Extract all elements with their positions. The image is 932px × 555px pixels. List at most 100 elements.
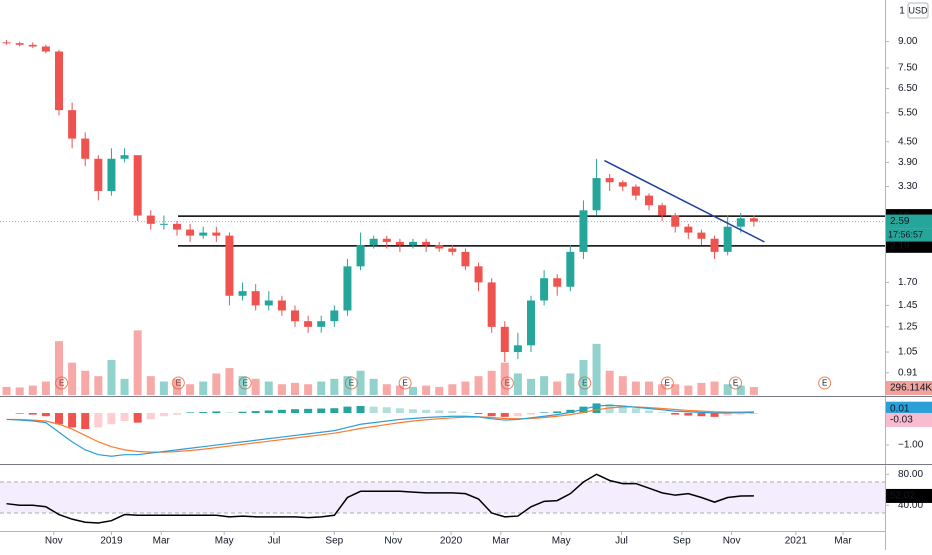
macd-histogram-bar xyxy=(592,403,601,414)
volume-bar xyxy=(238,376,247,395)
macd-histogram-bar xyxy=(395,408,404,414)
macd-histogram-bar xyxy=(304,408,313,414)
y-tick-label: 6.50 xyxy=(898,83,918,94)
candle-body xyxy=(395,241,404,246)
volume-bar xyxy=(356,370,365,395)
macd-line xyxy=(6,404,754,457)
macd-histogram-bar xyxy=(343,406,352,414)
candle-body xyxy=(291,310,299,322)
earnings-label: E xyxy=(665,379,670,388)
volume-bar xyxy=(225,368,234,395)
currency-box[interactable] xyxy=(907,2,929,19)
macd-histogram-bar xyxy=(422,409,431,414)
macd-histogram-bar xyxy=(291,409,299,414)
macd-histogram-bar xyxy=(238,411,247,414)
volume-bar xyxy=(94,376,103,395)
candle-body xyxy=(684,226,693,233)
volume-bar xyxy=(107,360,116,395)
price-tag: 2.59 xyxy=(890,216,910,227)
candle-body xyxy=(749,218,758,222)
macd-histogram-bar xyxy=(645,410,653,414)
macd-histogram-bar xyxy=(277,409,286,414)
macd-histogram-bar xyxy=(566,409,575,414)
macd-histogram-bar xyxy=(448,411,457,414)
macd-histogram-bar xyxy=(461,412,470,414)
macd-histogram-bar xyxy=(264,410,273,414)
y-tick-label: 1.05 xyxy=(898,347,918,358)
y-tick-label: 1.25 xyxy=(898,321,918,332)
macd-histogram-bar xyxy=(55,413,63,425)
candle-body xyxy=(264,300,273,306)
candle-body xyxy=(448,248,457,252)
y-tick-label: 3.30 xyxy=(898,181,918,192)
volume-bar xyxy=(382,384,391,395)
candle-body xyxy=(173,223,181,230)
macd-histogram-bar xyxy=(317,408,326,414)
volume-bar xyxy=(199,381,208,395)
x-tick-label: Nov xyxy=(723,536,741,547)
price-tag: 0.01 xyxy=(890,403,910,414)
candle-body xyxy=(723,226,732,252)
candle-body xyxy=(225,235,234,296)
macd-histogram-bar xyxy=(68,413,77,428)
y-tick-label: 1.70 xyxy=(898,277,918,288)
volume-bar xyxy=(605,370,614,395)
macd-histogram-bar xyxy=(723,413,732,416)
volume-bar xyxy=(330,378,339,395)
price-tag: 52.02 xyxy=(890,491,915,502)
candle-body xyxy=(68,110,77,139)
macd-histogram-bar xyxy=(120,413,129,422)
macd-histogram-bar xyxy=(225,412,234,414)
price-tag: 2.19 xyxy=(890,240,910,251)
macd-histogram-bar xyxy=(330,408,339,414)
candle-body xyxy=(356,245,365,267)
macd-histogram-bar xyxy=(369,406,378,414)
macd-histogram-bar xyxy=(107,413,116,425)
macd-histogram-bar xyxy=(553,411,562,414)
trendline xyxy=(604,159,765,243)
macd-histogram-bar xyxy=(251,411,260,414)
macd-histogram-bar xyxy=(146,413,155,420)
volume-bar xyxy=(671,384,680,395)
candle-body xyxy=(645,195,653,206)
macd-histogram-bar xyxy=(749,413,758,414)
volume-bar xyxy=(487,370,496,395)
volume-bar xyxy=(461,381,470,395)
macd-histogram-bar xyxy=(133,413,142,423)
candle-body xyxy=(513,345,522,353)
x-tick-label: 2021 xyxy=(785,536,808,547)
y-tick-label: −1.00 xyxy=(898,440,924,451)
volume-bar xyxy=(68,362,77,395)
macd-histogram-bar xyxy=(41,413,50,417)
x-tick-label: Sep xyxy=(325,536,343,547)
x-tick-label: Mar xyxy=(153,536,171,547)
y-tick-label: 1.45 xyxy=(898,300,918,311)
price-tag-box xyxy=(886,381,932,395)
candle-body xyxy=(330,310,339,322)
price-tag-box xyxy=(886,412,932,427)
x-tick-label: Jul xyxy=(615,536,628,547)
candle-body xyxy=(369,238,378,246)
volume-bar xyxy=(448,384,457,395)
volume-bar xyxy=(658,384,667,395)
candle-body xyxy=(186,229,195,236)
volume-bar xyxy=(540,376,549,395)
candle-body xyxy=(736,218,745,227)
currency[interactable]: USD xyxy=(908,5,928,15)
candle-body xyxy=(199,232,208,236)
volume-bar xyxy=(684,385,693,395)
volume-bar xyxy=(710,381,719,395)
volume-bar xyxy=(277,384,286,395)
candle-body xyxy=(553,278,562,287)
macd-histogram-bar xyxy=(618,405,627,414)
macd-histogram-bar xyxy=(631,408,640,414)
candle-body xyxy=(277,300,286,311)
candle-body xyxy=(41,46,50,52)
candle-body xyxy=(382,238,391,242)
candle-body xyxy=(107,158,116,192)
macd-histogram-bar xyxy=(94,413,103,428)
macd-histogram-bar xyxy=(409,409,417,414)
candle-body xyxy=(120,155,129,159)
